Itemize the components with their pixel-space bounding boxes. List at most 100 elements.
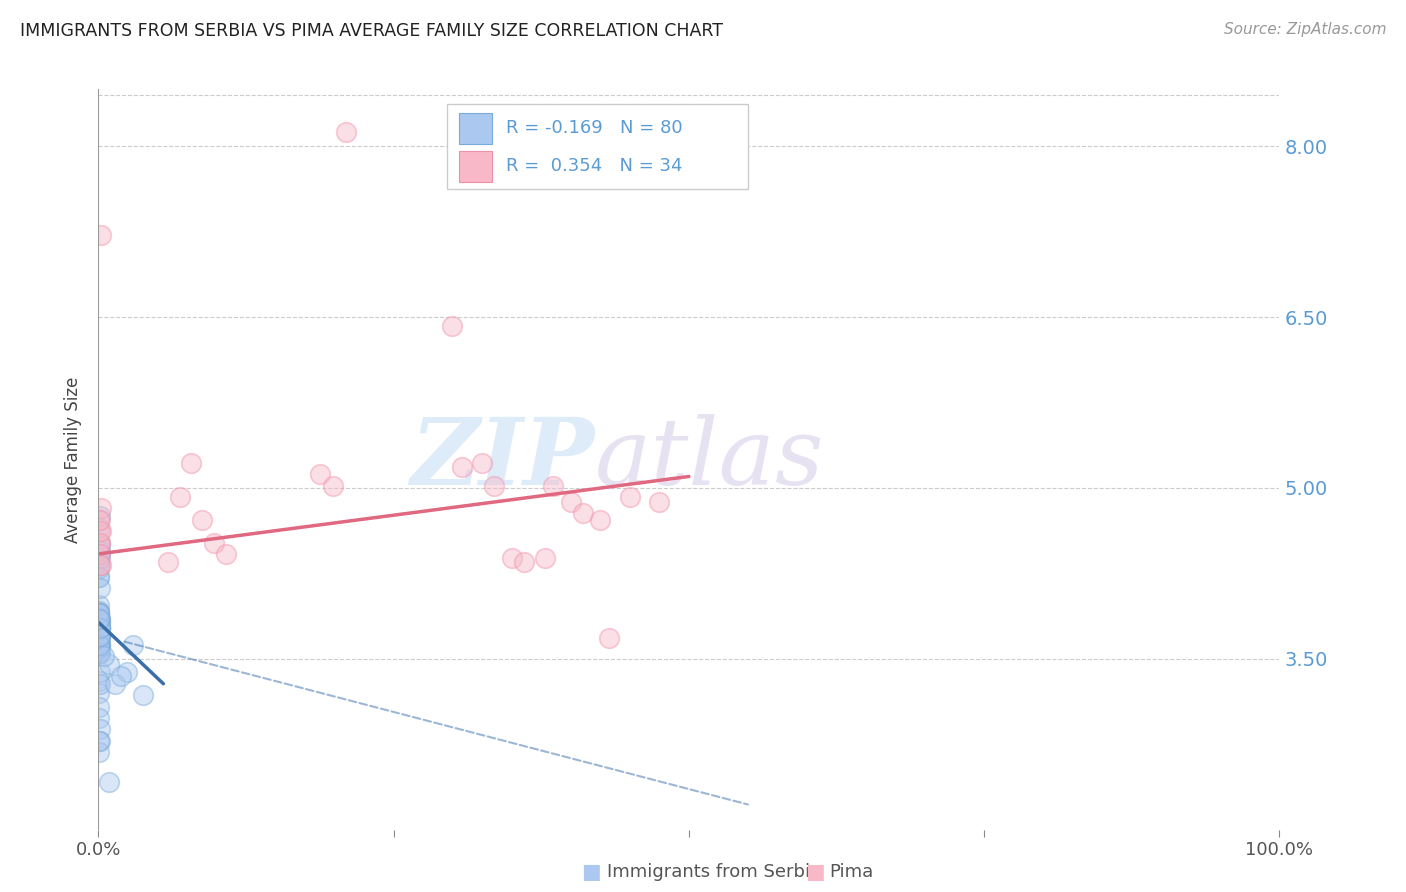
Point — [87, 570, 110, 584]
Text: ■: ■ — [806, 863, 825, 882]
Point — [89, 686, 111, 700]
Y-axis label: Average Family Size: Average Family Size — [65, 376, 83, 542]
Text: R =  0.354   N = 34: R = 0.354 N = 34 — [506, 157, 682, 175]
Point — [89, 513, 111, 527]
Text: IMMIGRANTS FROM SERBIA VS PIMA AVERAGE FAMILY SIZE CORRELATION CHART: IMMIGRANTS FROM SERBIA VS PIMA AVERAGE F… — [20, 22, 723, 40]
Point — [541, 478, 564, 492]
Point — [89, 638, 111, 652]
Point — [501, 551, 523, 566]
Point — [89, 621, 111, 635]
Point — [87, 646, 110, 660]
Point — [89, 612, 111, 626]
Point — [89, 606, 111, 620]
Point — [89, 581, 111, 595]
Point — [98, 657, 121, 672]
Point — [89, 646, 111, 660]
Point — [89, 665, 111, 680]
Point — [87, 699, 110, 714]
Point — [598, 631, 620, 645]
Point — [89, 638, 111, 652]
Point — [89, 609, 111, 624]
Point — [89, 711, 111, 725]
Point — [89, 629, 111, 643]
Point — [89, 646, 111, 660]
Point — [571, 506, 593, 520]
Point — [121, 638, 143, 652]
Point — [89, 733, 111, 747]
Point — [104, 677, 127, 691]
Text: Immigrants from Serbia: Immigrants from Serbia — [607, 863, 821, 881]
Point — [89, 621, 111, 635]
Point — [89, 555, 111, 569]
Point — [115, 665, 138, 680]
Point — [89, 509, 111, 524]
FancyBboxPatch shape — [458, 151, 492, 182]
Point — [215, 547, 238, 561]
Point — [89, 524, 111, 538]
Text: Source: ZipAtlas.com: Source: ZipAtlas.com — [1223, 22, 1386, 37]
Point — [89, 615, 111, 630]
Point — [89, 677, 111, 691]
Point — [89, 621, 111, 635]
Point — [87, 621, 110, 635]
Point — [89, 638, 111, 652]
Point — [89, 535, 111, 549]
Point — [89, 723, 111, 737]
Point — [89, 535, 111, 549]
Point — [89, 629, 111, 643]
FancyBboxPatch shape — [458, 113, 492, 144]
Point — [512, 555, 534, 569]
Point — [534, 551, 557, 566]
Point — [89, 612, 111, 626]
Point — [89, 570, 111, 584]
Point — [89, 638, 111, 652]
Point — [89, 621, 111, 635]
Point — [87, 745, 110, 759]
Text: ■: ■ — [581, 863, 600, 882]
Point — [93, 649, 115, 664]
Point — [89, 631, 111, 645]
Point — [87, 629, 110, 643]
Point — [89, 612, 111, 626]
Point — [322, 478, 344, 492]
Point — [89, 606, 111, 620]
Text: Pima: Pima — [830, 863, 873, 881]
Point — [87, 535, 110, 549]
Point — [440, 319, 463, 334]
Point — [87, 632, 110, 647]
Point — [482, 478, 505, 492]
Point — [89, 624, 111, 638]
Point — [89, 638, 111, 652]
Point — [89, 624, 111, 638]
Point — [98, 774, 121, 789]
Point — [89, 626, 111, 640]
Point — [89, 558, 111, 573]
FancyBboxPatch shape — [447, 104, 748, 189]
Point — [89, 638, 111, 652]
Point — [89, 640, 111, 655]
Point — [619, 490, 641, 504]
Point — [90, 501, 112, 516]
Text: R = -0.169   N = 80: R = -0.169 N = 80 — [506, 120, 682, 137]
Point — [87, 612, 110, 626]
Point — [471, 456, 494, 470]
Point — [89, 538, 111, 552]
Point — [89, 547, 111, 561]
Point — [89, 629, 111, 643]
Point — [89, 634, 111, 648]
Point — [89, 547, 111, 561]
Point — [89, 617, 111, 632]
Point — [89, 629, 111, 643]
Point — [87, 638, 110, 652]
Text: atlas: atlas — [595, 415, 824, 504]
Point — [90, 558, 112, 573]
Point — [87, 612, 110, 626]
Point — [89, 615, 111, 630]
Point — [89, 560, 111, 574]
Point — [309, 467, 332, 482]
Point — [90, 227, 112, 242]
Point — [89, 646, 111, 660]
Point — [89, 513, 111, 527]
Point — [89, 598, 111, 612]
Point — [589, 513, 612, 527]
